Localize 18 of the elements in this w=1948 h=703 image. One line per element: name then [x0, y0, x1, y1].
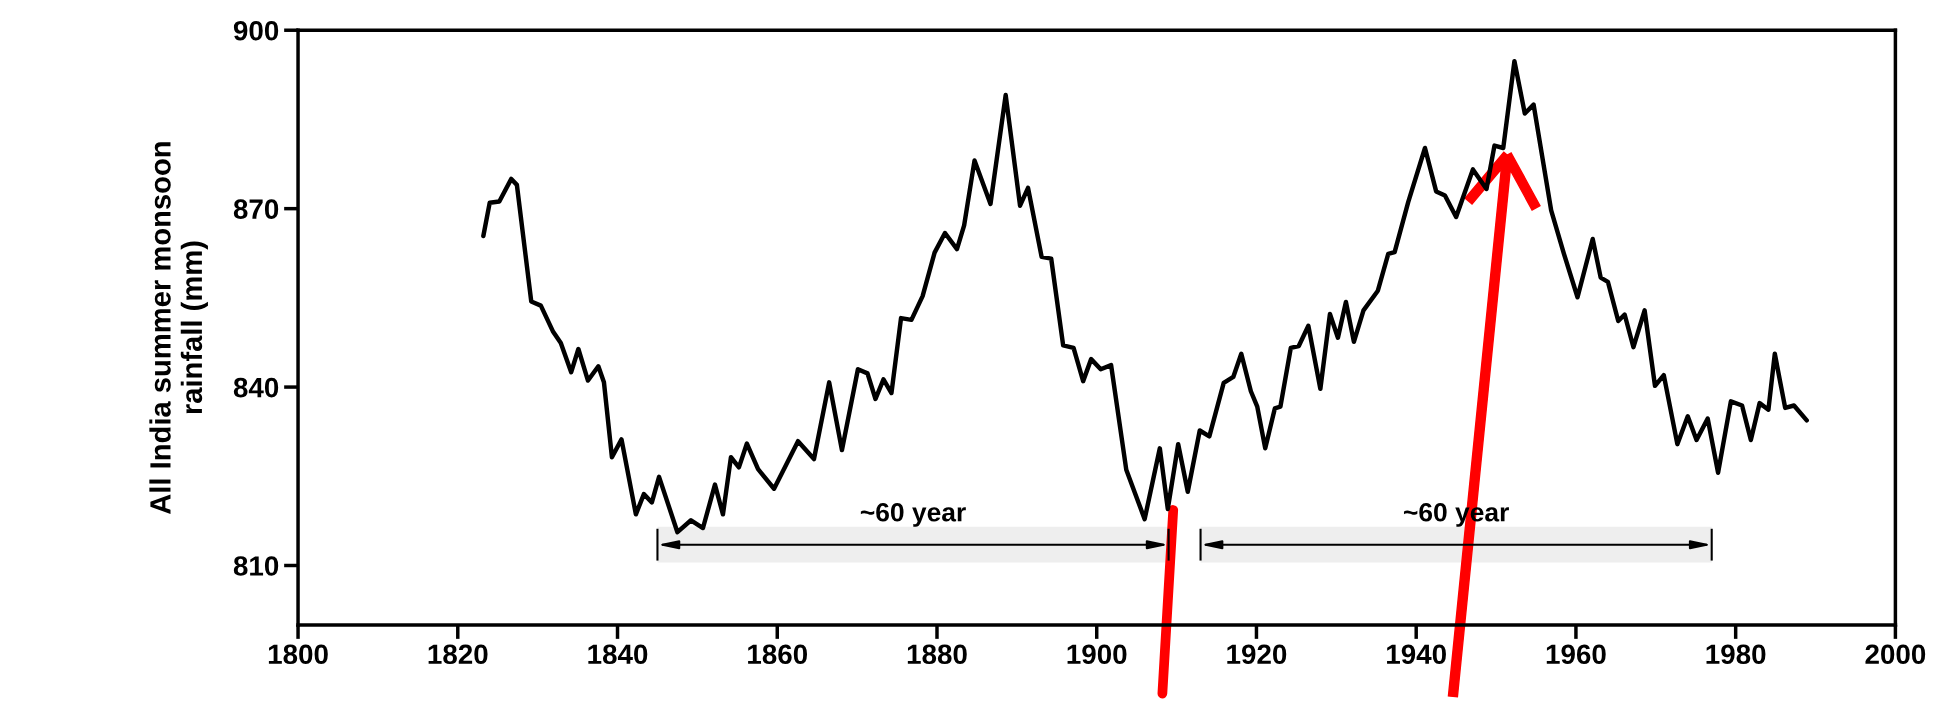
x-tick-label: 1880 [907, 644, 967, 665]
y-axis-title: All India summer monsoon rainfall (mm) [149, 142, 208, 515]
x-tick-label: 1840 [588, 644, 648, 665]
y-tick-label: 840 [233, 377, 279, 398]
x-tick-label: 1920 [1227, 644, 1287, 665]
x-tick-label: 1900 [1067, 644, 1127, 665]
line-series [481, 58, 1809, 535]
y-tick-label: 810 [233, 556, 279, 576]
x-tick-label: 1940 [1387, 644, 1446, 665]
x-tick-label: 1800 [268, 644, 328, 665]
y-tick-label: 870 [233, 199, 279, 219]
x-tick-label: 1860 [748, 644, 808, 665]
x-tick-label: 1980 [1706, 644, 1766, 665]
band-label: ~60 year [860, 502, 966, 527]
y-tick-label: 900 [233, 20, 279, 41]
x-tick-label: 1820 [428, 644, 488, 665]
x-tick-label: 1960 [1546, 644, 1606, 665]
x-tick-label: 2000 [1865, 644, 1926, 665]
